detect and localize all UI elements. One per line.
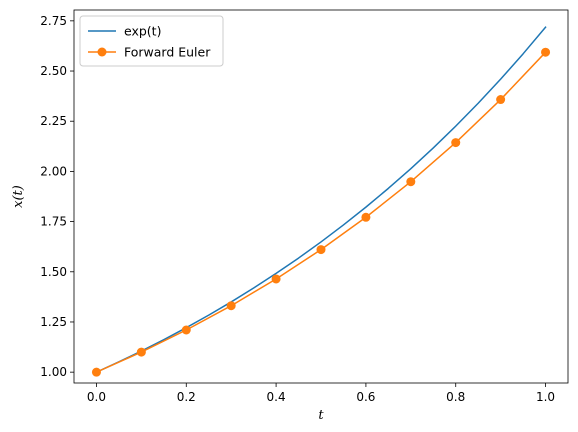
x-tick-label: 0.0 <box>87 390 106 404</box>
legend-label-1: exp(t) <box>124 24 161 39</box>
x-tick-label: 0.8 <box>446 390 465 404</box>
data-point <box>181 325 191 335</box>
plot-area <box>91 26 551 377</box>
y-tick-label: 2.00 <box>40 164 67 178</box>
data-point <box>496 95 506 105</box>
y-tick-label: 1.00 <box>40 365 67 379</box>
legend-marker-2 <box>97 47 107 57</box>
legend: exp(t) Forward Euler <box>79 15 224 67</box>
y-tick-label: 1.50 <box>40 265 67 279</box>
data-point <box>361 212 371 222</box>
y-axis-label: x(t) <box>11 185 26 208</box>
x-axis-label: t <box>318 408 324 423</box>
data-point <box>406 177 416 187</box>
y-tick-label: 1.75 <box>40 215 67 229</box>
data-point <box>271 274 281 284</box>
data-point <box>91 367 101 377</box>
x-tick-label: 0.2 <box>177 390 196 404</box>
legend-box <box>79 15 224 67</box>
axes-frame <box>73 9 569 384</box>
x-tick-label: 0.4 <box>267 390 286 404</box>
series-line-1 <box>95 26 547 374</box>
data-point <box>136 347 146 357</box>
legend-label-2: Forward Euler <box>124 45 211 60</box>
y-tick-label: 2.50 <box>40 64 67 78</box>
axes: 0.0 0.2 0.4 0.6 0.8 1.0 1.00 1.25 1.50 1.75 2.00 2.… <box>40 9 569 404</box>
y-tick-label: 2.75 <box>40 14 67 28</box>
data-point <box>451 138 461 148</box>
x-tick-label: 0.6 <box>356 390 375 404</box>
x-tick-label: 1.0 <box>536 390 555 404</box>
y-tick-label: 1.25 <box>40 315 67 329</box>
data-point <box>541 47 551 57</box>
data-point <box>316 245 326 255</box>
y-tick-label: 2.25 <box>40 114 67 128</box>
data-point <box>226 301 236 311</box>
